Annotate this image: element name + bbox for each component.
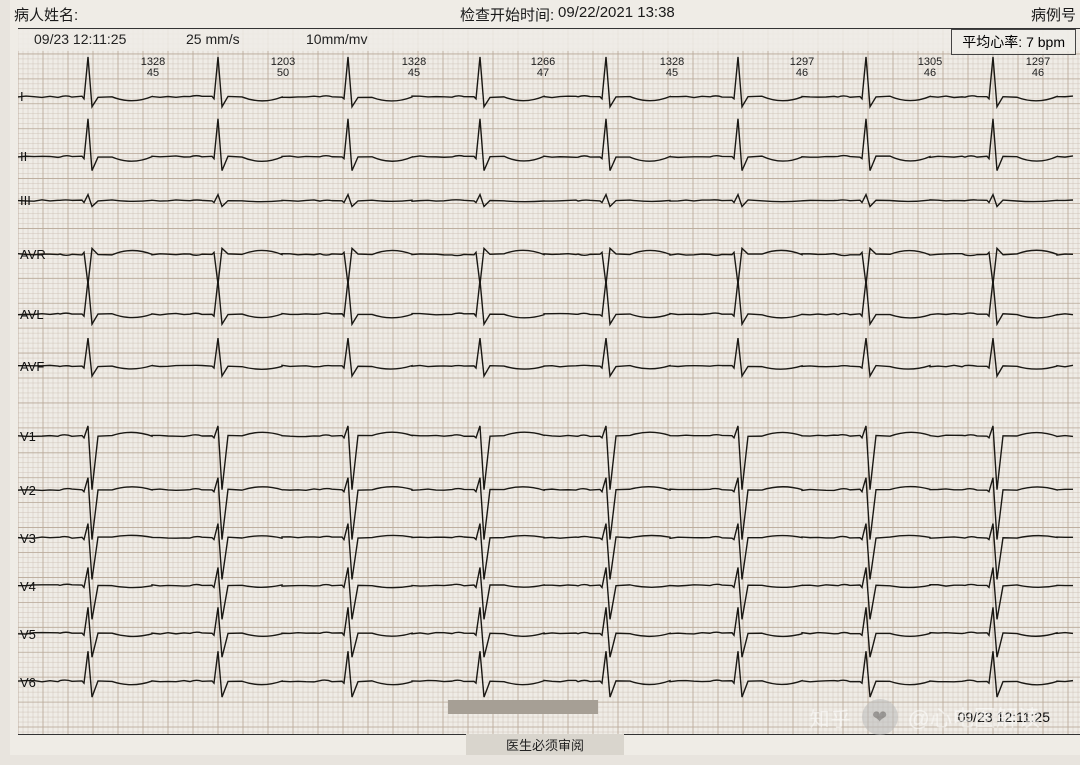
beat-interval-label: 120350	[253, 57, 313, 79]
selection-bar	[448, 700, 598, 714]
beat-interval-label: 129746	[772, 57, 832, 79]
lead-label-AVL: AVL	[20, 307, 44, 322]
paper-speed: 25 mm/s	[186, 31, 240, 47]
lead-label-V2: V2	[20, 483, 36, 498]
site-logo: 知乎	[810, 703, 852, 732]
watermark: 知乎 ❤ @心电图解读	[810, 699, 1040, 735]
lead-label-V5: V5	[20, 627, 36, 642]
avg-hr-box: 平均心率: 7 bpm	[951, 29, 1076, 55]
ecg-svg	[18, 29, 1080, 734]
beat-interval-label: 132845	[642, 57, 702, 79]
beat-interval-label: 132845	[123, 57, 183, 79]
beat-interval-label: 126647	[513, 57, 573, 79]
lead-label-II: II	[20, 149, 27, 164]
watermark-handle: @心电图解读	[908, 701, 1040, 733]
info-strip: 09/23 12:11:25 25 mm/s 10mm/mv	[26, 31, 1080, 51]
beat-interval-label: 129746	[1008, 57, 1068, 79]
lead-label-V4: V4	[20, 579, 36, 594]
ecg-sheet: 病人姓名: 检查开始时间: 09/22/2021 13:38 病例号 09/23…	[10, 0, 1080, 755]
lead-label-AVR: AVR	[20, 247, 46, 262]
beat-interval-label: 132845	[384, 57, 444, 79]
ecg-grid-area: 09/23 12:11:25 25 mm/s 10mm/mv 平均心率: 7 b…	[18, 28, 1080, 735]
gain: 10mm/mv	[306, 31, 367, 47]
patient-name-label: 病人姓名:	[14, 4, 78, 25]
exam-start-value: 09/22/2021 13:38	[558, 4, 675, 21]
review-note: 医生必须审阅	[466, 734, 624, 755]
beat-interval-label: 130546	[900, 57, 960, 79]
exam-start-label: 检查开始时间:	[460, 4, 554, 25]
lead-label-AVF: AVF	[20, 359, 44, 374]
record-timestamp: 09/23 12:11:25	[34, 31, 126, 47]
lead-label-III: III	[20, 193, 31, 208]
case-label: 病例号	[1031, 4, 1076, 25]
lead-label-V6: V6	[20, 675, 36, 690]
lead-label-I: I	[20, 89, 24, 104]
lead-label-V3: V3	[20, 531, 36, 546]
avg-hr-value: 7 bpm	[1026, 34, 1065, 50]
avatar-icon: ❤	[862, 699, 898, 735]
header-bar: 病人姓名: 检查开始时间: 09/22/2021 13:38 病例号	[10, 4, 1080, 28]
avg-hr-label: 平均心率:	[962, 34, 1022, 50]
lead-label-V1: V1	[20, 429, 36, 444]
